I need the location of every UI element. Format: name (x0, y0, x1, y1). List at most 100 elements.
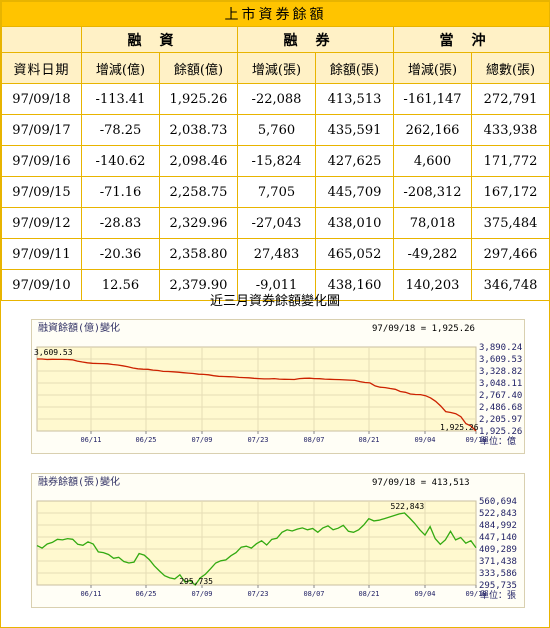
table-row: 97/09/10 12.56 2,379.90 -9,011 438,160 1… (1, 269, 550, 301)
margin-balance-table: 上市資券餘額 融資 融券 當沖 資料日期 增減(億) 餘額(億) 增減(張) 餘… (0, 1, 550, 301)
max-annotation: 3,609.53 (34, 348, 73, 357)
table-row: 97/09/11 -20.36 2,358.80 27,483 465,052 … (1, 238, 550, 270)
y-tick-label: 2,486.68 (479, 403, 522, 413)
chart-readout: 97/09/18 = 413,513 (372, 478, 470, 488)
table-cell: -49,282 (393, 238, 472, 270)
table-cell: 272,791 (470, 83, 550, 115)
table-cell: -161,147 (393, 83, 472, 115)
table-cell: 97/09/18 (1, 83, 82, 115)
table-cell: 12.56 (81, 269, 160, 301)
table-cell: -78.25 (81, 114, 160, 146)
table-cell: 2,329.96 (159, 207, 238, 239)
table-cell: -113.41 (81, 83, 160, 115)
table-title: 上市資券餘額 (0, 1, 550, 27)
table-row: 97/09/16 -140.62 2,098.46 -15,824 427,62… (1, 145, 550, 177)
table-row: 97/09/12 -28.83 2,329.96 -27,043 438,010… (1, 207, 550, 239)
table-cell: 445,709 (315, 176, 394, 208)
group-header-daytrade: 當沖 (392, 26, 550, 53)
group-header-margin: 融資 (81, 26, 238, 53)
table-cell: 433,938 (470, 114, 550, 146)
table-cell: 438,010 (315, 207, 394, 239)
plot-area (36, 346, 477, 432)
table-cell: -71.16 (81, 176, 160, 208)
y-tick-label: 1,925.26 (479, 427, 522, 437)
table-cell: 97/09/15 (1, 176, 82, 208)
table-row: 97/09/18 -113.41 1,925.26 -22,088 413,51… (1, 83, 550, 115)
min-annotation: 1,925.26 (440, 423, 479, 432)
margin-balance-chart: 3,890.24 3,609.53 3,328.82 3,048.11 2,767.40… (31, 319, 525, 454)
group-header-short: 融券 (237, 26, 394, 53)
series-line (37, 358, 477, 432)
table-cell: 262,166 (393, 114, 472, 146)
y-tick-label: 3,609.53 (479, 355, 522, 365)
y-tick-label: 2,205.97 (479, 415, 522, 425)
table-cell: -22,088 (237, 83, 316, 115)
chart-section-title: 近三月資券餘額變化圖 (209, 294, 340, 309)
table-cell: 297,466 (470, 238, 550, 270)
table-cell: 465,052 (315, 238, 394, 270)
table-cell: 97/09/11 (1, 238, 82, 270)
y-tick-label: 409,289 (479, 545, 517, 555)
table-cell: -15,824 (237, 145, 316, 177)
x-tick-label: 07/23 (247, 590, 268, 598)
y-tick-label: 3,328.82 (479, 367, 522, 377)
table-cell: 97/09/17 (1, 114, 82, 146)
y-tick-label: 447,140 (479, 533, 517, 543)
unit-label: 單位：張 (480, 589, 516, 601)
x-tick-label: 06/25 (135, 436, 156, 444)
column-header: 增減(張) (237, 52, 316, 84)
table-cell: 78,018 (393, 207, 472, 239)
y-tick-label: 522,843 (479, 509, 517, 519)
table-cell: 27,483 (237, 238, 316, 270)
min-annotation: 295,735 (179, 577, 213, 586)
x-tick-label: 08/07 (303, 436, 324, 444)
table-cell: 435,591 (315, 114, 394, 146)
margin-balance-chart-svg: 3,890.24 3,609.53 3,328.82 3,048.11 2,767.40… (34, 321, 522, 447)
max-annotation: 522,843 (391, 502, 425, 511)
x-tick-label: 07/09 (191, 590, 212, 598)
table-cell: 375,484 (470, 207, 550, 239)
column-header: 增減(億) (81, 52, 160, 84)
column-header: 餘額(億) (159, 52, 238, 84)
group-header-blank (1, 26, 82, 53)
y-tick-label: 2,767.40 (479, 391, 522, 401)
x-tick-label: 06/11 (80, 590, 101, 598)
y-tick-label: 333,586 (479, 569, 517, 579)
table-cell: 1,925.26 (159, 83, 238, 115)
y-tick-label: 371,438 (479, 557, 517, 567)
table-cell: -9,011 (237, 269, 316, 301)
table-cell: 167,172 (470, 176, 550, 208)
short-balance-chart: 560,694 522,843 484,992 447,140 409,289 371,4… (31, 473, 525, 608)
table-cell: 171,772 (470, 145, 550, 177)
x-tick-label: 08/21 (358, 590, 379, 598)
series-line (36, 512, 477, 586)
table-cell: 4,600 (393, 145, 472, 177)
x-tick-label: 06/25 (135, 590, 156, 598)
table-cell: -20.36 (81, 238, 160, 270)
x-tick-label: 09/18 (465, 436, 486, 444)
chart-readout: 97/09/18 = 1,925.26 (372, 324, 475, 334)
y-tick-label: 560,694 (479, 497, 517, 507)
x-tick-label: 06/11 (80, 436, 101, 444)
table-cell: 2,358.80 (159, 238, 238, 270)
column-header-date: 資料日期 (1, 52, 82, 84)
table-cell: -140.62 (81, 145, 160, 177)
table-cell: 97/09/10 (1, 269, 82, 301)
table-cell: 427,625 (315, 145, 394, 177)
y-tick-label: 484,992 (479, 521, 517, 531)
table-cell: 5,760 (237, 114, 316, 146)
table-cell: 2,258.75 (159, 176, 238, 208)
chart-title: 融券餘額(張)變化 (38, 475, 120, 488)
column-header: 增減(張) (393, 52, 472, 84)
x-tick-label: 09/04 (414, 590, 435, 598)
table-cell: 2,038.73 (159, 114, 238, 146)
table-cell: 2,098.46 (159, 145, 238, 177)
table-row: 97/09/17 -78.25 2,038.73 5,760 435,591 2… (1, 114, 550, 146)
table-cell: 97/09/12 (1, 207, 82, 239)
x-tick-label: 08/21 (358, 436, 379, 444)
x-tick-label: 07/23 (247, 436, 268, 444)
table-cell: 346,748 (470, 269, 550, 301)
unit-label: 單位：億 (480, 435, 516, 447)
short-balance-chart-svg: 560,694 522,843 484,992 447,140 409,289 371,4… (36, 475, 517, 601)
